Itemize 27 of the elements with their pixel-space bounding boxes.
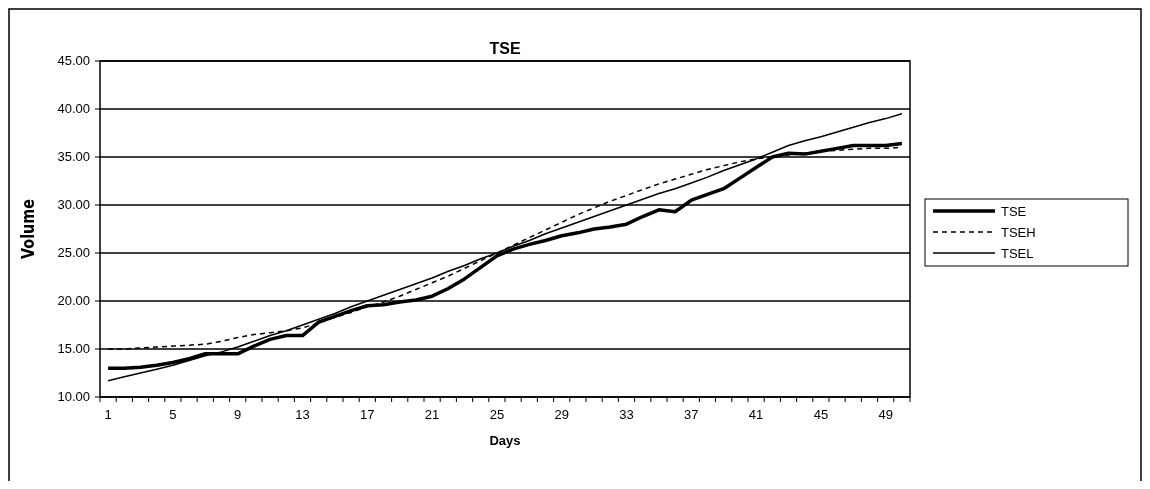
x-tick-label: 1 [104, 407, 112, 422]
x-tick-label: 49 [878, 407, 893, 422]
y-tick-label: 45.00 [57, 53, 90, 68]
x-tick-label: 21 [424, 407, 440, 422]
x-axis-title: Days [489, 433, 521, 448]
y-tick-label: 35.00 [57, 149, 90, 164]
x-tick-label: 33 [619, 407, 634, 422]
legend-label: TSEH [1001, 225, 1036, 240]
x-tick-label: 29 [554, 407, 569, 422]
x-tick-label: 37 [684, 407, 699, 422]
y-tick-label: 20.00 [57, 293, 90, 308]
legend-label: TSEL [1001, 246, 1034, 261]
y-tick-label: 10.00 [57, 389, 90, 404]
y-tick-label: 15.00 [57, 341, 90, 356]
x-tick-label: 45 [813, 407, 829, 422]
y-tick-label: 30.00 [57, 197, 90, 212]
x-tick-label: 5 [169, 407, 177, 422]
x-tick-label: 41 [748, 407, 764, 422]
legend-label: TSE [1001, 204, 1027, 219]
x-tick-label: 17 [360, 407, 375, 422]
y-tick-label: 25.00 [57, 245, 90, 260]
chart-title: TSE [489, 40, 521, 57]
x-tick-label: 13 [295, 407, 310, 422]
x-tick-label: 9 [234, 407, 242, 422]
x-tick-label: 25 [489, 407, 505, 422]
y-tick-label: 40.00 [57, 101, 90, 116]
y-axis-title: Volume [18, 187, 38, 259]
